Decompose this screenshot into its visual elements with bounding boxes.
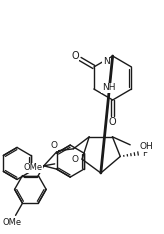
Text: OMe: OMe	[2, 218, 21, 227]
Text: N: N	[103, 56, 110, 66]
Text: F: F	[142, 149, 147, 158]
Text: O: O	[71, 51, 79, 61]
Text: O: O	[72, 155, 79, 164]
Text: NH: NH	[102, 84, 115, 92]
Text: OMe: OMe	[24, 163, 43, 172]
Text: O: O	[109, 117, 116, 127]
Text: O: O	[50, 141, 57, 150]
Text: OH: OH	[139, 142, 153, 151]
